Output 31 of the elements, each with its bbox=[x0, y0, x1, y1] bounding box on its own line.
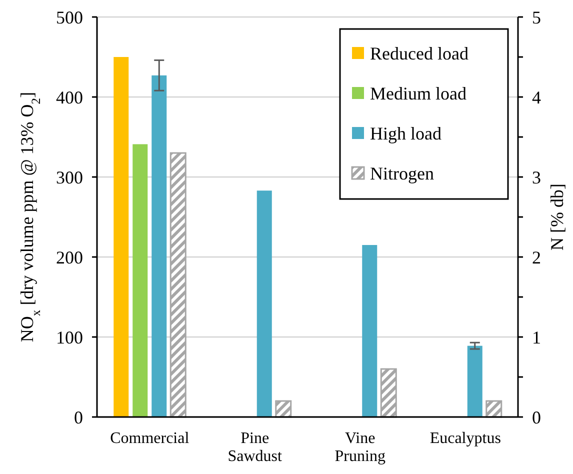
y-tick-label: 0 bbox=[74, 407, 83, 428]
bar bbox=[467, 346, 482, 417]
bar bbox=[132, 144, 148, 417]
bar bbox=[275, 400, 292, 418]
y2-tick-label: 5 bbox=[532, 7, 541, 28]
y2-tick-label: 3 bbox=[532, 167, 541, 188]
bar bbox=[152, 75, 167, 417]
legend-label: Medium load bbox=[370, 83, 466, 104]
y2-tick-label: 2 bbox=[532, 247, 541, 268]
x-tick-label: Vine Pruning bbox=[334, 430, 386, 465]
x-tick-label: Pine Sawdust bbox=[228, 430, 283, 465]
bar bbox=[114, 57, 129, 417]
y2-axis-title: N [% db] bbox=[547, 184, 567, 250]
bar bbox=[256, 190, 272, 417]
bar bbox=[362, 245, 378, 417]
y2-tick-label: 0 bbox=[532, 407, 541, 428]
x-tick-label: Eucalyptus bbox=[430, 430, 501, 447]
legend-label: Reduced load bbox=[370, 43, 468, 64]
y-tick-label: 500 bbox=[56, 7, 83, 28]
bar bbox=[486, 400, 502, 418]
y2-tick-label: 4 bbox=[532, 87, 541, 108]
y-tick-label: 100 bbox=[56, 327, 83, 348]
legend-label: High load bbox=[370, 123, 442, 144]
x-tick-label: Commercial bbox=[110, 430, 190, 447]
y-tick-label: 200 bbox=[56, 247, 83, 268]
legend-label: Nitrogen bbox=[370, 163, 434, 184]
y-tick-label: 300 bbox=[56, 167, 83, 188]
y2-tick-label: 1 bbox=[532, 327, 541, 348]
bar bbox=[380, 368, 397, 418]
bar bbox=[170, 152, 186, 418]
y-tick-label: 400 bbox=[56, 87, 83, 108]
